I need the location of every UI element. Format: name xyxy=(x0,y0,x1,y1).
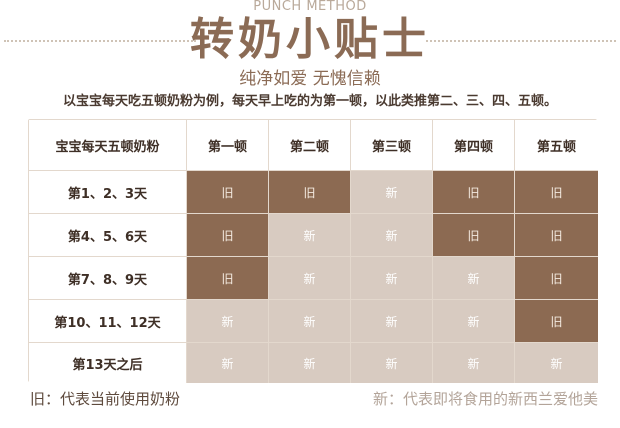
schedule-cell: 新 xyxy=(433,343,515,383)
schedule-cell: 旧 xyxy=(269,171,351,214)
schedule-cell: 新 xyxy=(433,257,515,300)
row-label: 第13天之后 xyxy=(29,343,187,383)
schedule-cell: 新 xyxy=(269,214,351,257)
schedule-cell: 新 xyxy=(269,257,351,300)
schedule-cell: 新 xyxy=(433,300,515,343)
schedule-cell: 旧 xyxy=(515,300,598,343)
schedule-cell: 旧 xyxy=(433,171,515,214)
schedule-cell: 新 xyxy=(351,343,433,383)
schedule-cell: 新 xyxy=(515,343,598,383)
tagline: 纯净如爱 无愧信赖 xyxy=(239,69,381,89)
schedule-cell: 旧 xyxy=(515,171,598,214)
column-header: 第三顿 xyxy=(351,120,433,171)
schedule-cell: 新 xyxy=(269,300,351,343)
column-header: 第二顿 xyxy=(269,120,351,171)
schedule-cell: 新 xyxy=(351,300,433,343)
schedule-cell: 旧 xyxy=(187,214,269,257)
schedule-cell: 旧 xyxy=(515,257,598,300)
column-header: 第五顿 xyxy=(515,120,598,171)
schedule-cell: 旧 xyxy=(433,214,515,257)
schedule-cell: 旧 xyxy=(515,214,598,257)
title-row: 转奶小贴士 xyxy=(0,12,620,68)
column-header: 第一顿 xyxy=(187,120,269,171)
title-divider-left xyxy=(4,40,196,42)
schedule-cell: 旧 xyxy=(187,257,269,300)
description: 以宝宝每天吃五顿奶粉为例，每天早上吃的为第一顿，以此类推第二、三、四、五顿。 xyxy=(62,94,557,109)
row-label: 第1、2、3天 xyxy=(29,171,187,214)
schedule-cell: 新 xyxy=(351,171,433,214)
schedule-cell: 新 xyxy=(187,343,269,383)
subtitle-en: PUNCH METHOD xyxy=(253,0,367,14)
title-divider-right xyxy=(426,40,616,42)
row-label: 第7、8、9天 xyxy=(29,257,187,300)
column-header: 第四顿 xyxy=(433,120,515,171)
legend-new: 新：代表即将食用的新西兰爱他美 xyxy=(372,390,598,408)
row-label: 第4、5、6天 xyxy=(29,214,187,257)
schedule-cell: 旧 xyxy=(187,171,269,214)
row-label: 第10、11、12天 xyxy=(29,300,187,343)
schedule-cell: 新 xyxy=(351,214,433,257)
table-corner-label: 宝宝每天五顿奶粉 xyxy=(29,120,187,171)
schedule-cell: 新 xyxy=(351,257,433,300)
page-title: 转奶小贴士 xyxy=(190,14,430,65)
schedule-cell: 新 xyxy=(187,300,269,343)
legend-old: 旧：代表当前使用奶粉 xyxy=(30,390,181,408)
schedule-cell: 新 xyxy=(269,343,351,383)
feeding-schedule-table: 宝宝每天五顿奶粉 第一顿 第二顿 第三顿 第四顿 第五顿 第1、2、3天 旧 旧… xyxy=(28,119,598,383)
